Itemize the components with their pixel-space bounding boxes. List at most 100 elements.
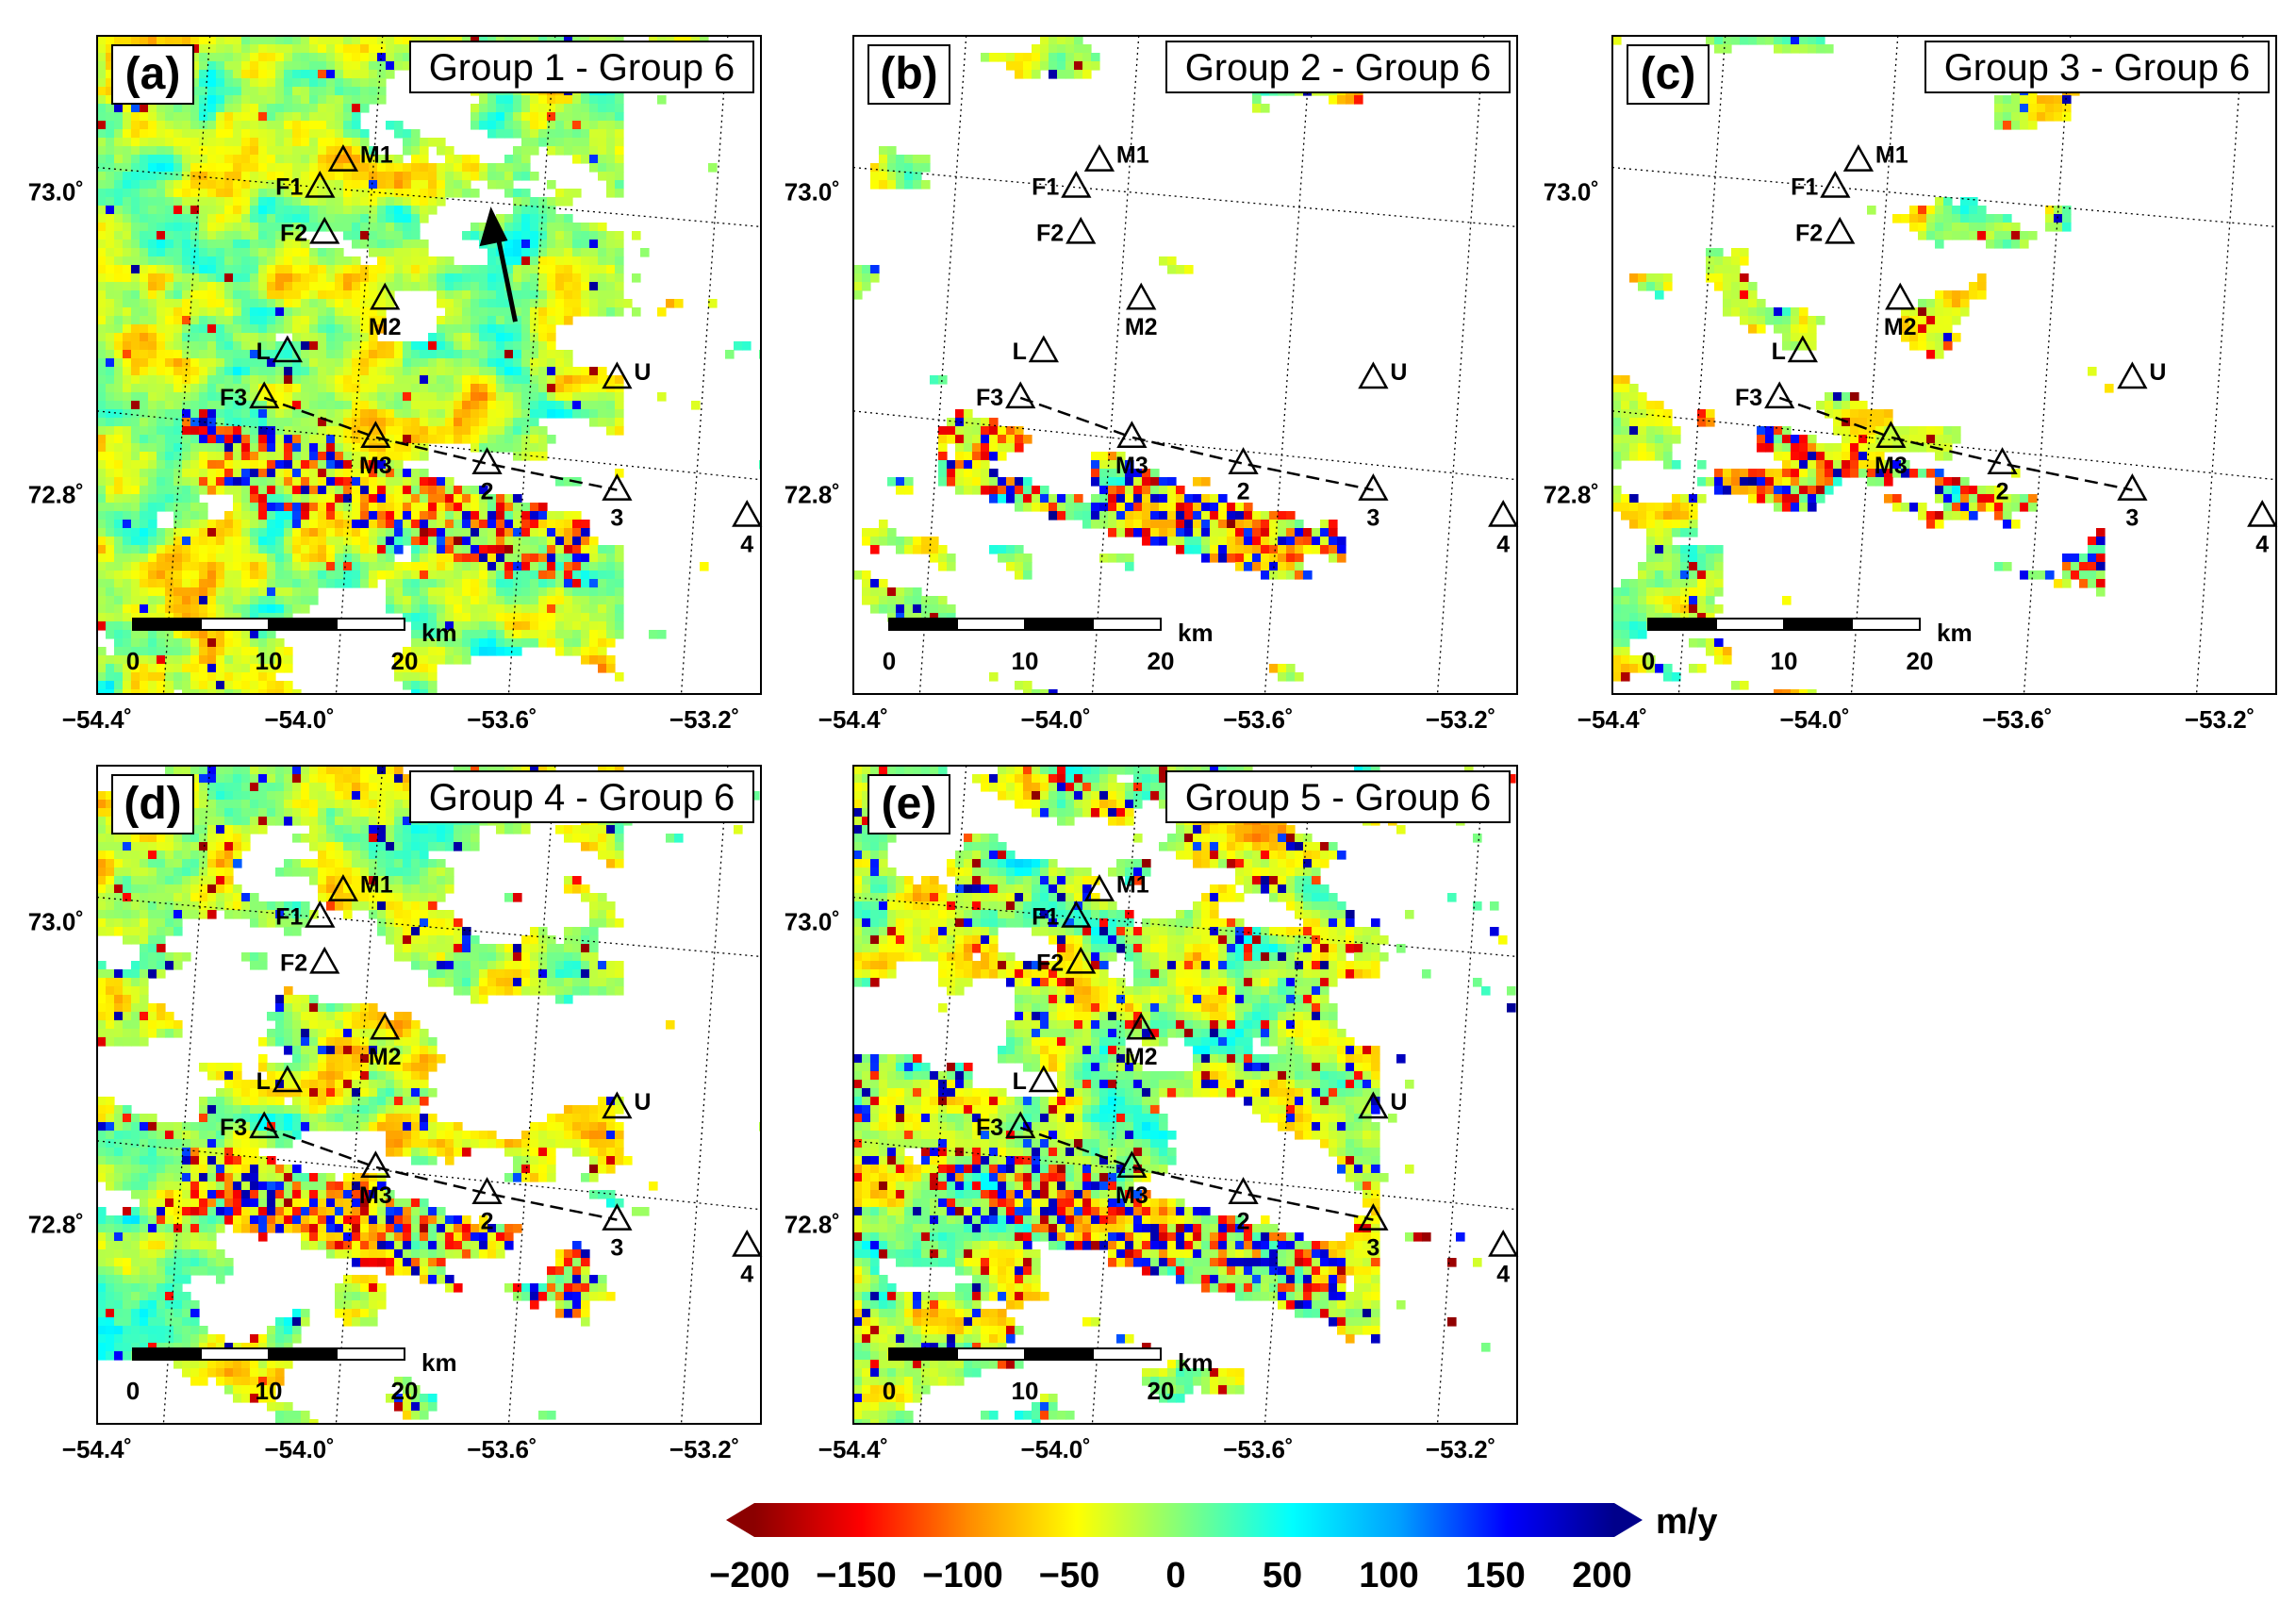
site-label: L [256,339,271,365]
triangle-marker-icon [1028,1065,1059,1093]
triangle-marker-icon [471,447,503,474]
site-label: 4 [740,1262,753,1288]
colorbar-unit: m/y [1656,1502,1717,1542]
triangle-marker-icon [1488,499,1519,527]
scale-bar-label: 0 [883,1377,896,1405]
triangle-marker-icon [1228,447,1259,474]
flowline [1019,1126,1374,1221]
site-label: M3 [359,1182,392,1209]
triangle-marker-icon [360,1150,391,1179]
scale-bar-label: 10 [1012,1377,1039,1405]
colorbar-tick-label: 100 [1359,1556,1418,1595]
site-U: U [1358,1089,1407,1119]
site-3: 3 [2117,473,2148,532]
site-3: 3 [1358,473,1389,532]
triangle-marker-icon [1358,361,1389,389]
velocity-raster [853,36,1363,694]
flowline [263,1126,618,1221]
triangle-marker-icon [1116,1150,1148,1179]
triangle-marker-icon [327,874,359,901]
panel-tag: (d) [124,779,181,829]
lon-line [507,36,556,694]
triangle-marker-icon [327,144,359,172]
lon-line [1677,36,1726,694]
site-label: F1 [275,174,303,201]
lon-line [1436,766,1485,1424]
site-label: M3 [1875,453,1908,479]
site-F1: F1 [275,170,336,201]
triangle-marker-icon [1820,170,1851,198]
lon-tick-label: −53.6˚ [1982,705,2052,734]
site-F1: F1 [1032,900,1092,931]
lon-line [2023,36,2072,694]
site-L: L [1772,335,1818,365]
colorbar-ticks: −200 −150 −100 −50 0 50 100 150 200 [709,1556,1632,1595]
scale-bar-label: 20 [1907,647,1934,675]
triangle-marker-icon [1825,216,1856,244]
panel-title-box [1165,770,1511,823]
site-label: F3 [1735,385,1762,411]
lat-line [853,410,1517,481]
site-label: L [1013,339,1027,365]
site-F2: F2 [1036,216,1097,246]
site-label: 2 [1996,479,2009,505]
triangle-marker-icon [1126,282,1157,310]
velocity-raster [97,36,761,694]
lon-tick-label: −53.2˚ [1426,1435,1495,1463]
triangle-marker-icon [1987,447,2018,474]
site-label: 3 [1366,1235,1379,1262]
site-M3: M3 [1115,1150,1148,1209]
site-M3: M3 [1115,421,1148,479]
site-2: 2 [1228,1177,1259,1235]
site-M1: M1 [1083,142,1149,172]
site-label: M1 [1875,142,1908,169]
colorbar-tick-label: −200 [709,1556,790,1595]
scale-bar-unit: km [1178,1348,1214,1377]
triangle-marker-icon [602,1203,633,1231]
triangle-marker-icon [732,499,763,527]
site-4: 4 [732,499,763,558]
site-label: M2 [1125,314,1158,340]
map-frame [96,35,762,695]
lat-line [853,166,1517,228]
scale-bar-label: 10 [1012,647,1039,675]
scale-bar-label: 0 [883,647,896,675]
scale-bar-label: 0 [126,1377,140,1405]
site-label: L [1013,1068,1027,1095]
lon-line [918,766,967,1424]
lon-line [1264,36,1313,694]
site-M2: M2 [369,1012,402,1070]
triangle-marker-icon [370,1012,401,1040]
site-L: L [1013,1065,1059,1095]
site-label: 3 [2125,505,2139,532]
colorbar-tick-label: 0 [1165,1556,1185,1595]
site-label: 4 [1496,532,1510,558]
triangle-marker-icon [602,1091,633,1119]
site-4: 4 [2247,499,2278,558]
site-M2: M2 [1884,282,1917,340]
site-U: U [602,359,651,389]
graticule [1612,36,2276,694]
site-L: L [256,1065,303,1095]
triangle-marker-icon [272,1065,303,1093]
panel-tag: (b) [880,49,937,99]
map-frame [1611,35,2277,695]
site-label: M3 [1115,453,1148,479]
scale-bar-label: 0 [1642,647,1655,675]
site-M2: M2 [1125,1012,1158,1070]
site-label: 4 [740,532,753,558]
site-label: 3 [610,505,623,532]
site-L: L [1013,335,1059,365]
panel-tag-box [111,44,194,105]
triangle-marker-icon [272,335,303,363]
lon-tick-label: −54.0˚ [1020,705,1090,734]
triangle-marker-icon [2247,499,2278,527]
lon-tick-label: −53.6˚ [467,1435,537,1463]
site-label: F3 [220,385,247,411]
triangle-marker-icon [370,282,401,310]
site-label: F3 [220,1115,247,1141]
triangle-marker-icon [1875,421,1907,449]
triangle-marker-icon [305,170,336,198]
lat-line [97,410,761,481]
